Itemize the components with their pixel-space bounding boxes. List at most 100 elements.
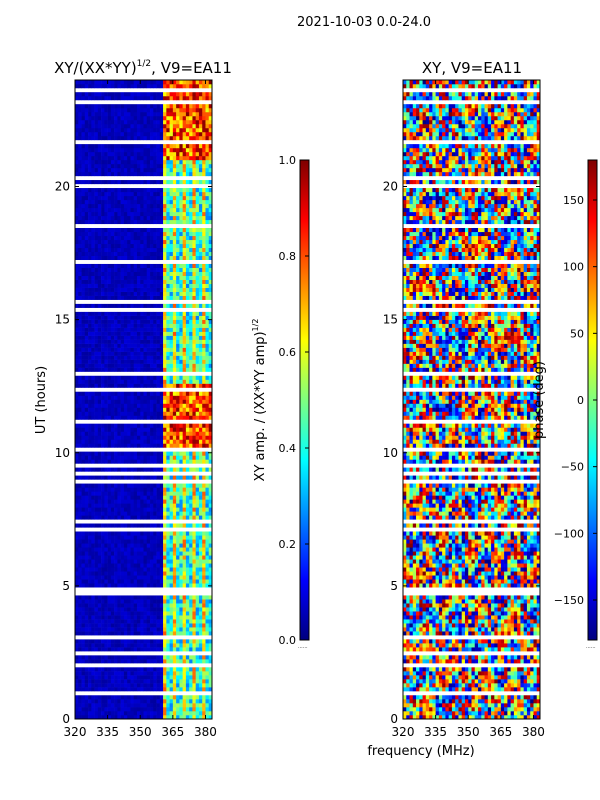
- heatmap-cell: [159, 499, 164, 504]
- heatmap-cell: [120, 483, 125, 488]
- heatmap-cell: [176, 195, 180, 201]
- heatmap-cell: [169, 295, 174, 300]
- heatmap-cell: [110, 211, 115, 217]
- heatmap-cell: [202, 191, 206, 197]
- heatmap-cell: [94, 499, 99, 504]
- heatmap-cell: [75, 615, 79, 620]
- heatmap-cell: [127, 487, 131, 492]
- heatmap-cell: [78, 303, 82, 308]
- heatmap-cell: [94, 227, 99, 233]
- heatmap-cell: [146, 347, 151, 352]
- heatmap-cell: [182, 243, 187, 249]
- heatmap-cell: [146, 379, 151, 384]
- flagged-row: [75, 175, 212, 181]
- heatmap-cell: [153, 255, 157, 261]
- heatmap-cell: [176, 367, 180, 372]
- heatmap-cell: [88, 239, 92, 245]
- heatmap-cell: [198, 351, 203, 356]
- heatmap-cell: [143, 343, 148, 348]
- heatmap-cell: [107, 575, 112, 580]
- heatmap-cell: [104, 599, 108, 604]
- heatmap-cell: [104, 311, 108, 316]
- heatmap-cell: [88, 271, 92, 276]
- heatmap-cell: [78, 171, 82, 177]
- heatmap-cell: [176, 239, 180, 245]
- heatmap-cell: [172, 671, 177, 676]
- heatmap-cell: [198, 363, 203, 368]
- heatmap-cell: [75, 319, 79, 324]
- heatmap-cell: [205, 703, 210, 708]
- heatmap-cell: [123, 267, 128, 272]
- heatmap-cell: [78, 319, 82, 324]
- heatmap-cell: [150, 251, 154, 257]
- heatmap-cell: [120, 543, 125, 548]
- heatmap-cell: [136, 455, 141, 460]
- heatmap-cell: [97, 659, 102, 664]
- heatmap-cell: [150, 163, 154, 169]
- heatmap-cell: [156, 251, 161, 257]
- heatmap-cell: [146, 615, 151, 620]
- heatmap-cell: [208, 211, 213, 217]
- heatmap-cell: [189, 647, 193, 652]
- heatmap-cell: [198, 179, 203, 185]
- heatmap-cell: [146, 431, 151, 436]
- heatmap-cell: [97, 443, 102, 448]
- heatmap-cell: [117, 243, 121, 249]
- heatmap-cell: [202, 675, 206, 680]
- heatmap-cell: [202, 171, 206, 177]
- heatmap-cell: [97, 179, 102, 185]
- heatmap-cell: [123, 655, 128, 660]
- heatmap-cell: [84, 643, 89, 648]
- heatmap-cell: [97, 547, 102, 552]
- heatmap-cell: [146, 375, 151, 380]
- heatmap-cell: [123, 331, 128, 336]
- heatmap-cell: [107, 451, 112, 456]
- heatmap-cell: [114, 411, 118, 416]
- heatmap-cell: [143, 243, 148, 249]
- heatmap-cell: [120, 287, 125, 292]
- heatmap-cell: [192, 327, 196, 332]
- heatmap-cell: [198, 287, 203, 292]
- heatmap-cell: [185, 243, 190, 249]
- heatmap-cell: [130, 583, 135, 588]
- heatmap-cell: [130, 595, 135, 600]
- heatmap-cell: [179, 351, 183, 356]
- heatmap-cell: [185, 575, 190, 580]
- heatmap-cell: [182, 583, 187, 588]
- heatmap-cell: [120, 599, 125, 604]
- figure-suptitle: 2021-10-03 0.0-24.0: [297, 15, 431, 30]
- heatmap-cell: [195, 327, 200, 332]
- heatmap-cell: [94, 607, 99, 612]
- heatmap-cell: [208, 667, 213, 672]
- heatmap-cell: [123, 395, 128, 400]
- heatmap-cell: [117, 647, 121, 652]
- heatmap-cell: [176, 523, 180, 528]
- heatmap-cell: [143, 543, 148, 548]
- heatmap-cell: [159, 611, 164, 616]
- heatmap-cell: [136, 215, 141, 221]
- heatmap-cell: [84, 715, 89, 720]
- heatmap-cell: [192, 271, 196, 276]
- heatmap-cell: [117, 383, 121, 388]
- heatmap-cell: [104, 383, 108, 388]
- heatmap-cell: [176, 515, 180, 520]
- heatmap-cell: [104, 347, 108, 352]
- heatmap-cell: [104, 443, 108, 448]
- heatmap-cell: [198, 475, 203, 480]
- heatmap-cell: [117, 195, 121, 201]
- heatmap-cell: [133, 375, 138, 380]
- heatmap-cell: [94, 191, 99, 197]
- heatmap-cell: [202, 339, 206, 344]
- heatmap-cell: [159, 431, 164, 436]
- flagged-row: [75, 587, 212, 592]
- heatmap-cell: [189, 715, 193, 720]
- heatmap-cell: [185, 631, 190, 636]
- heatmap-cell: [163, 251, 167, 257]
- heatmap-cell: [94, 659, 99, 664]
- heatmap-cell: [153, 579, 157, 584]
- heatmap-cell: [198, 579, 203, 584]
- heatmap-cell: [91, 623, 95, 628]
- heatmap-cell: [75, 679, 79, 684]
- heatmap-cell: [202, 311, 206, 316]
- heatmap-cell: [88, 375, 92, 380]
